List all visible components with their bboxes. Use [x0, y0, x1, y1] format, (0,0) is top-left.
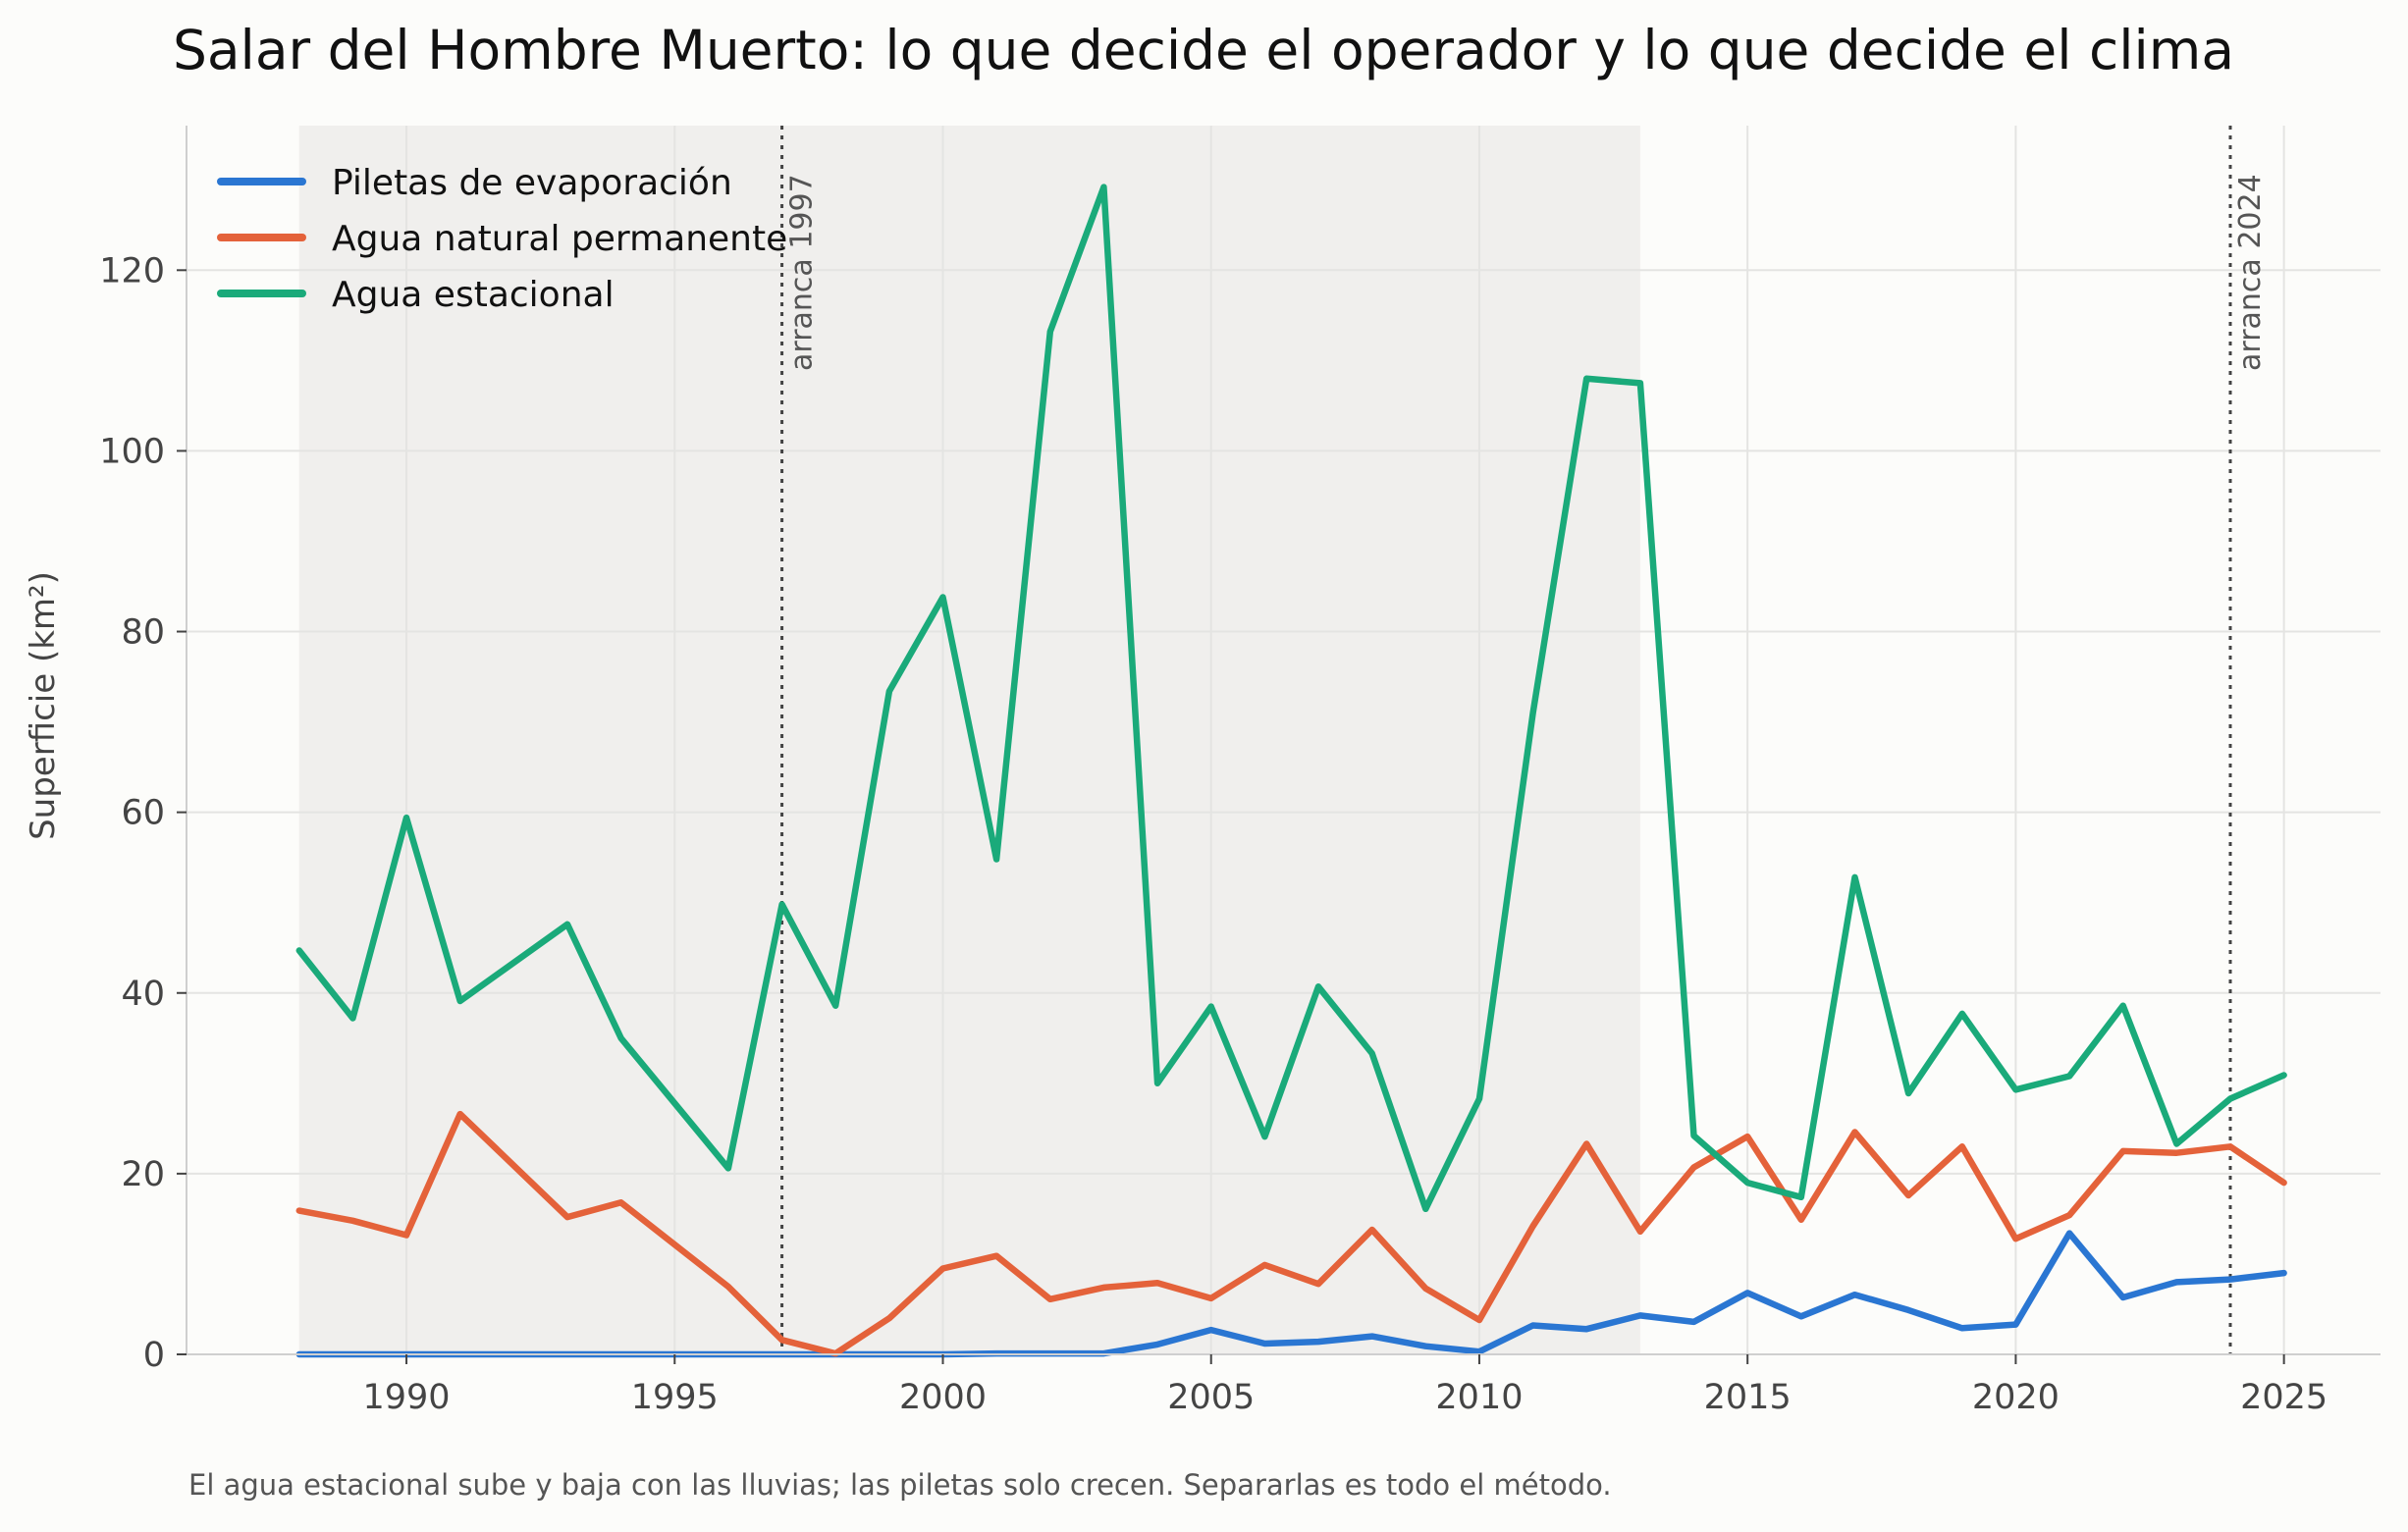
series-line-2: [295, 1110, 2287, 1357]
x-tick-label: 2020: [1972, 1378, 2060, 1417]
x-tick-label: 2015: [1704, 1378, 1792, 1417]
legend-label: Agua natural permanente: [332, 219, 787, 259]
x-tick-label: 2000: [899, 1378, 987, 1417]
y-axis-title: Superficie (km²): [24, 571, 63, 840]
y-tick-label: 40: [121, 975, 165, 1014]
y-tick-label: 0: [143, 1336, 165, 1375]
y-tick-label: 20: [121, 1155, 165, 1194]
legend-label: Piletas de evaporación: [332, 163, 732, 203]
y-tick-label: 60: [121, 794, 165, 833]
x-tick-label: 1990: [363, 1378, 451, 1417]
x-tick-label: 1995: [631, 1378, 719, 1417]
x-tick-label: 2005: [1167, 1378, 1255, 1417]
y-tick-label: 80: [121, 613, 165, 653]
y-tick-label: 100: [99, 432, 165, 471]
y-tick-label: 120: [99, 251, 165, 291]
x-tick-label: 2010: [1435, 1378, 1523, 1417]
series-line-3: [295, 184, 2287, 1213]
chart-title: Salar del Hombre Muerto: lo que decide e…: [173, 19, 2234, 81]
chart-caption: El agua estacional sube y baja con las l…: [188, 1468, 1612, 1502]
legend: Piletas de evaporación Agua natural perma…: [217, 163, 787, 315]
axes: 1990 1995 2000 2005 2010 2015 2020 2025 0 20 40 60 8…: [99, 126, 2381, 1417]
legend-label: Agua estacional: [332, 275, 615, 315]
x-tick-label: 2025: [2240, 1378, 2328, 1417]
event-label: arranca 1997: [785, 174, 820, 371]
event-label: arranca 2024: [2233, 174, 2268, 371]
